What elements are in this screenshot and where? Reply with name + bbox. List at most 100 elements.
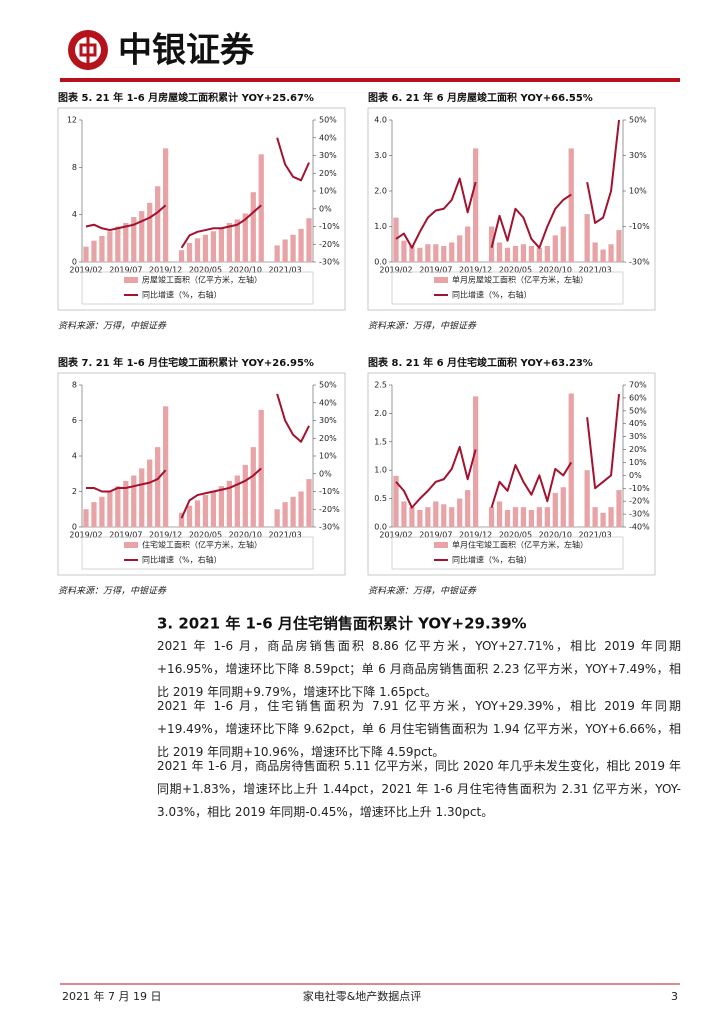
- chart-frame: [57, 107, 346, 311]
- bar: [298, 491, 304, 527]
- x-tick-label: 2020/05: [189, 531, 222, 540]
- y2-tick-label: 50%: [319, 381, 337, 390]
- bar: [274, 245, 280, 262]
- y2-tick-label: 10%: [319, 187, 337, 196]
- bar: [298, 228, 304, 262]
- x-tick-label: 2020/10: [229, 266, 262, 275]
- x-tick-label: 2020/05: [499, 266, 532, 275]
- x-tick-label: 2019/12: [149, 531, 182, 540]
- chart-title: 图表 5. 21 年 1-6 月房屋竣工面积累计 YOY+25.67%: [58, 91, 314, 104]
- footer-title: 家电社零&地产数据点评: [303, 989, 422, 1003]
- bar: [202, 234, 209, 262]
- line: [395, 119, 621, 249]
- bar: [433, 244, 439, 262]
- bar: [123, 222, 129, 262]
- y-tick-label: 0.0: [374, 258, 387, 267]
- y2-tick-label: -10%: [319, 222, 340, 231]
- bar: [290, 496, 296, 527]
- bar: [163, 406, 169, 527]
- y2-tick-label: 10%: [629, 458, 647, 467]
- x-tick-label: 2019/12: [459, 531, 492, 540]
- bar: [290, 234, 296, 262]
- bar: [592, 507, 598, 527]
- y2-tick-label: 50%: [319, 116, 337, 125]
- x-tick-label: 2021/03: [579, 266, 612, 275]
- y-tick-label: 0: [72, 258, 77, 267]
- legend-label: 房屋竣工面积（亿平方米，左轴）: [142, 275, 262, 285]
- y-tick-label: 4: [72, 452, 77, 461]
- y-tick-label: 0.0: [374, 523, 387, 532]
- x-tick-label: 2021/03: [579, 531, 612, 540]
- bar: [139, 468, 145, 527]
- logo: [86, 30, 90, 70]
- header-rule: [60, 78, 680, 82]
- legend-frame: [391, 271, 624, 305]
- bar: [155, 186, 161, 262]
- y2-tick-label: 10%: [319, 452, 337, 461]
- x-tick-label: 2019/12: [459, 266, 492, 275]
- x-tick-label: 2019/02: [379, 266, 412, 275]
- y-tick-label: 2: [72, 487, 77, 496]
- y2-tick-label: -30%: [629, 510, 650, 519]
- bar: [536, 247, 542, 262]
- y2-tick-label: 40%: [629, 419, 647, 428]
- bar: [433, 501, 439, 527]
- legend-label: 同比增速（%，右轴）: [452, 555, 532, 565]
- bar: [544, 507, 550, 527]
- bar: [178, 250, 185, 262]
- paragraph: 2021 年 1-6 月，商品房待售面积 5.11 亿平方米，同比 2020 年…: [157, 759, 681, 819]
- bar: [473, 148, 479, 262]
- bar: [441, 246, 447, 262]
- bar: [194, 500, 201, 527]
- bar: [616, 490, 622, 527]
- bar: [417, 247, 423, 262]
- bar: [393, 475, 399, 527]
- bar: [306, 479, 312, 527]
- x-tick-label: 2020/05: [499, 531, 532, 540]
- bar: [99, 496, 105, 527]
- bar: [107, 231, 113, 262]
- y2-tick-label: 20%: [319, 169, 337, 178]
- bar: [258, 154, 264, 262]
- bar: [536, 507, 542, 527]
- y2-tick-label: 30%: [629, 151, 647, 160]
- legend-swatch: [434, 277, 448, 283]
- y-tick-label: 8: [72, 163, 77, 172]
- bar: [449, 507, 455, 527]
- line: [85, 137, 310, 249]
- legend-label: 同比增速（%，右轴）: [142, 555, 222, 565]
- y-tick-label: 2.0: [374, 187, 387, 196]
- x-tick-label: 2019/12: [149, 266, 182, 275]
- legend-label: 住宅竣工面积（亿平方米，左轴）: [142, 540, 262, 550]
- line: [395, 393, 621, 509]
- y-tick-label: 0: [72, 523, 77, 532]
- bar: [226, 222, 232, 262]
- bar: [234, 219, 240, 262]
- bar: [584, 470, 590, 527]
- legend-frame: [391, 536, 624, 570]
- y2-tick-label: -30%: [319, 523, 340, 532]
- bar: [210, 231, 217, 262]
- x-tick-label: 2019/02: [69, 266, 102, 275]
- chart-frame: [367, 107, 656, 311]
- x-tick-label: 2021/03: [269, 266, 302, 275]
- bar: [568, 148, 574, 262]
- y-tick-label: 0.5: [374, 494, 387, 503]
- line: [85, 393, 310, 519]
- bar: [504, 509, 511, 527]
- bar: [616, 230, 622, 262]
- brand-name: 中银证券: [118, 31, 255, 71]
- y-tick-label: 4.0: [374, 116, 387, 125]
- x-tick-label: 2020/10: [539, 531, 572, 540]
- y2-tick-label: 40%: [319, 133, 337, 142]
- bar: [186, 243, 193, 262]
- y2-tick-label: -30%: [629, 258, 650, 267]
- bar: [584, 214, 590, 262]
- bar: [115, 486, 121, 527]
- bar: [83, 246, 89, 262]
- bar: [457, 498, 463, 527]
- y2-tick-label: -40%: [629, 523, 650, 532]
- bar: [520, 244, 527, 262]
- x-tick-label: 2019/07: [109, 266, 142, 275]
